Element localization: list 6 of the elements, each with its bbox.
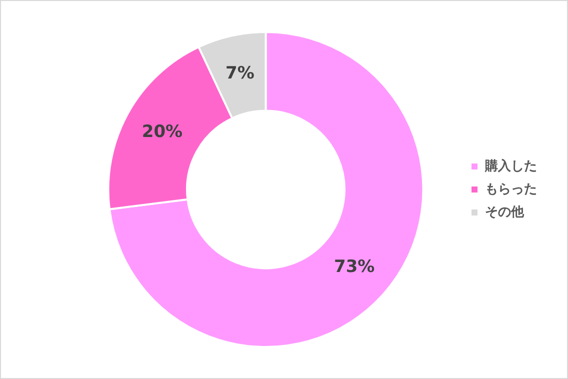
legend-label: もらった — [485, 182, 537, 197]
data-label: 73% — [334, 257, 375, 278]
data-label: 7% — [226, 64, 254, 84]
legend-label: その他 — [485, 204, 525, 220]
legend-label: 購入した — [484, 158, 537, 174]
data-label: 20% — [142, 122, 183, 142]
